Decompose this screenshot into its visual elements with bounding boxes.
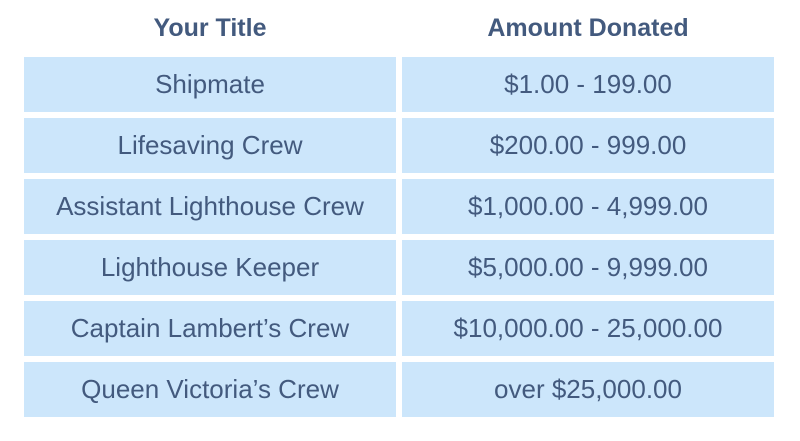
row-amount-cell: $5,000.00 - 9,999.00 (402, 240, 774, 295)
row-amount-cell: over $25,000.00 (402, 362, 774, 417)
table-row: Assistant Lighthouse Crew $1,000.00 - 4,… (0, 179, 800, 234)
row-title-cell: Lifesaving Crew (24, 118, 396, 173)
table-row: Lighthouse Keeper $5,000.00 - 9,999.00 (0, 240, 800, 295)
row-title-cell: Lighthouse Keeper (24, 240, 396, 295)
table-row: Lifesaving Crew $200.00 - 999.00 (0, 118, 800, 173)
table-row: Queen Victoria’s Crew over $25,000.00 (0, 362, 800, 417)
row-title-cell: Shipmate (24, 57, 396, 112)
table-header-row: Your Title Amount Donated (0, 0, 800, 56)
row-amount-cell: $200.00 - 999.00 (402, 118, 774, 173)
row-amount-cell: $10,000.00 - 25,000.00 (402, 301, 774, 356)
row-title-cell: Captain Lambert’s Crew (24, 301, 396, 356)
table-row: Shipmate $1.00 - 199.00 (0, 57, 800, 112)
row-title-cell: Assistant Lighthouse Crew (24, 179, 396, 234)
table-row: Captain Lambert’s Crew $10,000.00 - 25,0… (0, 301, 800, 356)
row-amount-cell: $1,000.00 - 4,999.00 (402, 179, 774, 234)
header-your-title: Your Title (153, 13, 267, 42)
header-amount-donated: Amount Donated (487, 13, 689, 42)
row-amount-cell: $1.00 - 199.00 (402, 57, 774, 112)
row-title-cell: Queen Victoria’s Crew (24, 362, 396, 417)
